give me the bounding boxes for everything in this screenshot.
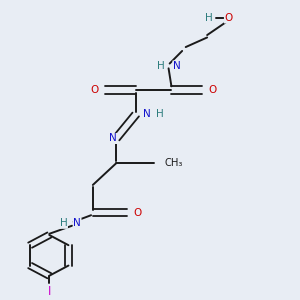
Text: I: I xyxy=(48,285,51,298)
Text: H: H xyxy=(157,61,165,71)
Text: H: H xyxy=(205,13,213,23)
Text: O: O xyxy=(208,85,217,95)
Text: O: O xyxy=(224,13,233,23)
Text: N: N xyxy=(73,218,81,228)
Text: H: H xyxy=(60,218,68,228)
Text: O: O xyxy=(91,85,99,95)
Text: H: H xyxy=(156,110,164,119)
Text: CH₃: CH₃ xyxy=(164,158,183,168)
Text: N: N xyxy=(173,61,181,71)
Text: O: O xyxy=(134,208,142,218)
Text: N: N xyxy=(109,134,117,143)
Text: N: N xyxy=(142,110,150,119)
